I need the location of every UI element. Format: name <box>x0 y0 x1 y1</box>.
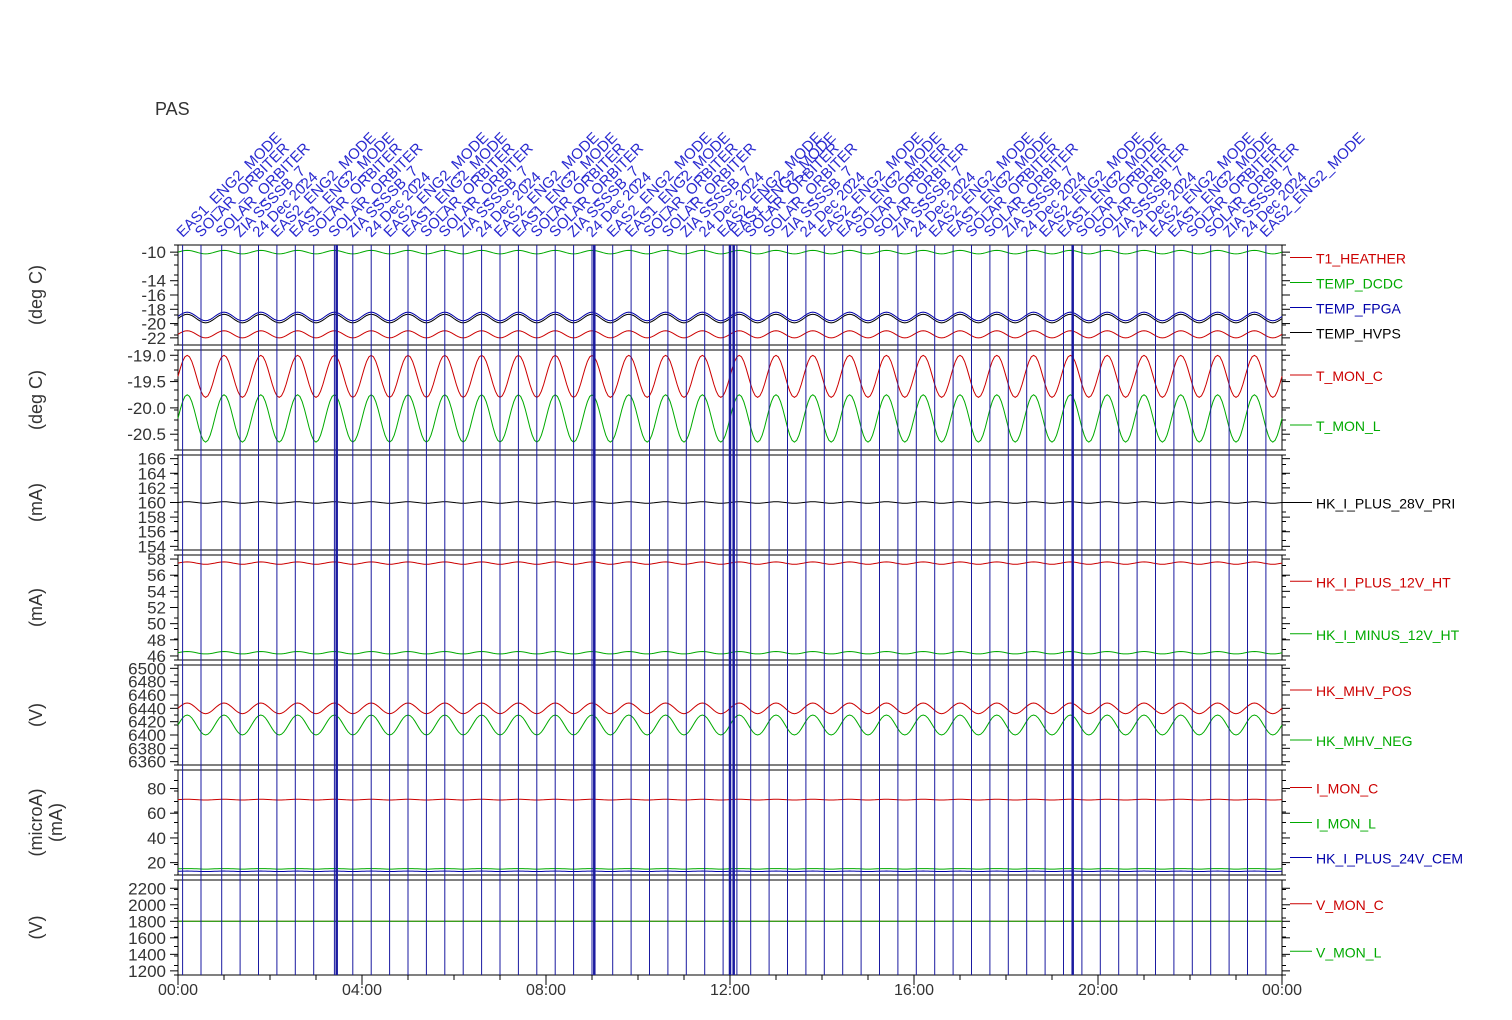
y-tick-label: -19.0 <box>127 346 166 365</box>
y-tick-label: 52 <box>147 599 166 618</box>
y-tick-label: 80 <box>147 780 166 799</box>
y-tick-label: 162 <box>138 479 166 498</box>
legend-label: HK_MHV_POS <box>1316 683 1412 699</box>
legend-label: T_MON_L <box>1316 418 1381 434</box>
legend-label: V_MON_L <box>1316 944 1382 960</box>
legend-label: HK_I_PLUS_12V_HT <box>1316 574 1451 590</box>
y-tick-label: 40 <box>147 829 166 848</box>
y-tick-label: 6380 <box>128 739 166 758</box>
y-tick-label: -14 <box>141 272 166 291</box>
x-axis: 00:00 04:00 08:00 12:00 16:00 20:00 00:00 <box>158 975 1302 999</box>
legend-label: HK_MHV_NEG <box>1316 733 1412 749</box>
y-tick-label: 6360 <box>128 753 166 772</box>
legend-label: I_MON_C <box>1316 781 1378 797</box>
x-tick-label: 00:00 <box>1262 982 1302 999</box>
panel-2: -19.0 -19.5 -20.0 -20.5 (deg C) T_MON_C T_MON_… <box>26 346 1383 451</box>
y-tick-label: 1800 <box>128 912 166 931</box>
y-tick-label: 50 <box>147 615 166 634</box>
legend-label: V_MON_C <box>1316 897 1384 913</box>
y-tick-label: 1400 <box>128 945 166 964</box>
y-tick-label: 6500 <box>128 659 166 678</box>
x-tick-label: 12:00 <box>710 982 750 999</box>
y-tick-label: 54 <box>147 582 166 601</box>
y-tick-label: 164 <box>138 464 166 483</box>
y-tick-label: -20.0 <box>127 399 166 418</box>
chart-title: PAS <box>155 99 190 119</box>
legend-label: TEMP_DCDC <box>1316 276 1403 292</box>
y-tick-label: 1200 <box>128 962 166 981</box>
y-tick-label: 2200 <box>128 879 166 898</box>
y-tick-label: -10 <box>141 243 166 262</box>
legend-label: TEMP_HVPS <box>1316 326 1401 342</box>
y-tick-label: 160 <box>138 494 166 513</box>
panels: -10 -14-16-18-20-22 (deg C) T1_HEATHER TEMP_… <box>26 243 1463 981</box>
legend-label: T_MON_C <box>1316 368 1383 384</box>
y-tick-label: -20.5 <box>127 425 166 444</box>
panel-1: -10 -14-16-18-20-22 (deg C) T1_HEATHER TEMP_… <box>26 243 1406 348</box>
y-axis-label: (deg C) <box>26 370 46 430</box>
y-tick-label: 6400 <box>128 726 166 745</box>
y-tick-label: -16 <box>141 286 166 305</box>
x-tick-label: 00:00 <box>158 982 198 999</box>
y-tick-label: 154 <box>138 537 166 556</box>
x-tick-label: 20:00 <box>1078 982 1118 999</box>
event-markers <box>182 245 1267 975</box>
y-tick-label: 166 <box>138 450 166 469</box>
legend-label: HK_I_MINUS_12V_HT <box>1316 627 1460 643</box>
y-axis-label: (mA) <box>26 588 46 627</box>
y-axis-label: (V) <box>26 916 46 940</box>
y-axis-label: (mA) <box>26 483 46 522</box>
y-tick-label: 6440 <box>128 699 166 718</box>
legend-label: HK_I_PLUS_28V_PRI <box>1316 496 1455 512</box>
y-tick-label: 6460 <box>128 686 166 705</box>
x-tick-label: 04:00 <box>342 982 382 999</box>
y-axis-label-2: (mA) <box>46 803 66 842</box>
y-tick-label: 46 <box>147 647 166 666</box>
y-tick-label: -22 <box>141 329 166 348</box>
y-tick-label: 1600 <box>128 929 166 948</box>
x-tick-label: 16:00 <box>894 982 934 999</box>
y-tick-label: 6480 <box>128 673 166 692</box>
y-tick-label: 58 <box>147 550 166 569</box>
legend-label: HK_I_PLUS_24V_CEM <box>1316 851 1463 867</box>
y-axis-label: (microA) <box>26 789 46 857</box>
y-tick-label: 60 <box>147 804 166 823</box>
y-tick-label: 56 <box>147 566 166 585</box>
y-axis-label: (deg C) <box>26 265 46 325</box>
y-tick-label: -18 <box>141 300 166 319</box>
y-axis-label: (V) <box>26 703 46 727</box>
y-tick-label: -20 <box>141 315 166 334</box>
y-tick-label: 48 <box>147 631 166 650</box>
y-tick-label: 2000 <box>128 896 166 915</box>
y-tick-label: 156 <box>138 523 166 542</box>
y-tick-label: 20 <box>147 854 166 873</box>
y-tick-label: 158 <box>138 508 166 527</box>
legend-label: I_MON_L <box>1316 816 1376 832</box>
event-labels: EAS1_ENG2_MODESOLAR_ORBITERSOLAR_ORBITER… <box>173 129 1368 241</box>
y-tick-label: 6420 <box>128 713 166 732</box>
legend-label: TEMP_FPGA <box>1316 301 1401 317</box>
x-tick-label: 08:00 <box>526 982 566 999</box>
legend-label: T1_HEATHER <box>1316 251 1406 267</box>
y-tick-label: -19.5 <box>127 373 166 392</box>
